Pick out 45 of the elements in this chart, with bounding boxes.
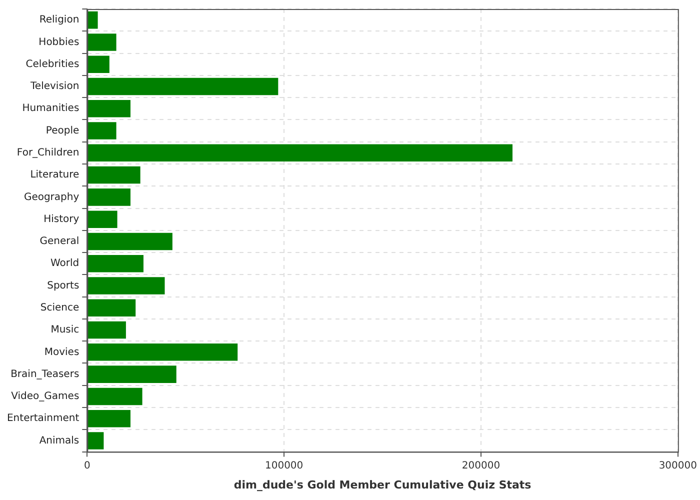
y-tick-label: People <box>46 125 80 136</box>
bar <box>88 299 136 317</box>
y-tick-label: Science <box>40 302 80 314</box>
y-tick-label: General <box>40 236 80 248</box>
y-tick-label: Movies <box>44 346 80 358</box>
bar <box>88 11 98 29</box>
y-tick-label: History <box>44 214 80 225</box>
bar <box>88 366 176 383</box>
y-tick-label: Brain_Teasers <box>10 368 80 380</box>
y-tick-label: Hobbies <box>38 36 80 48</box>
bar <box>88 388 142 406</box>
bar <box>88 56 110 73</box>
y-tick-label: Entertainment <box>6 413 80 424</box>
bar <box>88 254 144 272</box>
y-tick-label: Music <box>50 324 80 336</box>
bar <box>88 122 116 140</box>
x-axis-title: dim_dude's Gold Member Cumulative Quiz Stats <box>234 478 532 492</box>
y-tick-label: Humanities <box>22 103 80 114</box>
bar <box>88 34 116 51</box>
bar <box>88 321 126 339</box>
bar <box>88 100 130 118</box>
y-tick-label: World <box>50 258 80 270</box>
bar <box>88 410 130 428</box>
bar <box>88 166 140 184</box>
y-tick-label: Sports <box>47 280 80 292</box>
bar <box>88 277 165 294</box>
bar <box>88 78 278 96</box>
x-tick-label: 0 <box>84 460 90 472</box>
bar <box>88 188 130 206</box>
x-tick-label: 100000 <box>264 460 304 472</box>
x-tick-label: 300000 <box>658 460 698 472</box>
y-tick-label: Television <box>30 81 80 92</box>
bar <box>88 344 238 361</box>
y-tick-label: Animals <box>39 435 80 446</box>
y-tick-label: Religion <box>39 14 80 26</box>
bar <box>88 144 512 162</box>
x-tick-label: 200000 <box>462 460 500 472</box>
y-tick-label: Geography <box>24 192 80 203</box>
y-tick-label: Video_Games <box>11 391 80 402</box>
y-tick-label: Celebrities <box>26 58 80 70</box>
bar <box>88 210 118 228</box>
bar <box>88 432 104 450</box>
y-tick-label: Literature <box>30 170 80 181</box>
bar <box>88 232 172 250</box>
y-tick-label: For_Children <box>16 148 80 159</box>
